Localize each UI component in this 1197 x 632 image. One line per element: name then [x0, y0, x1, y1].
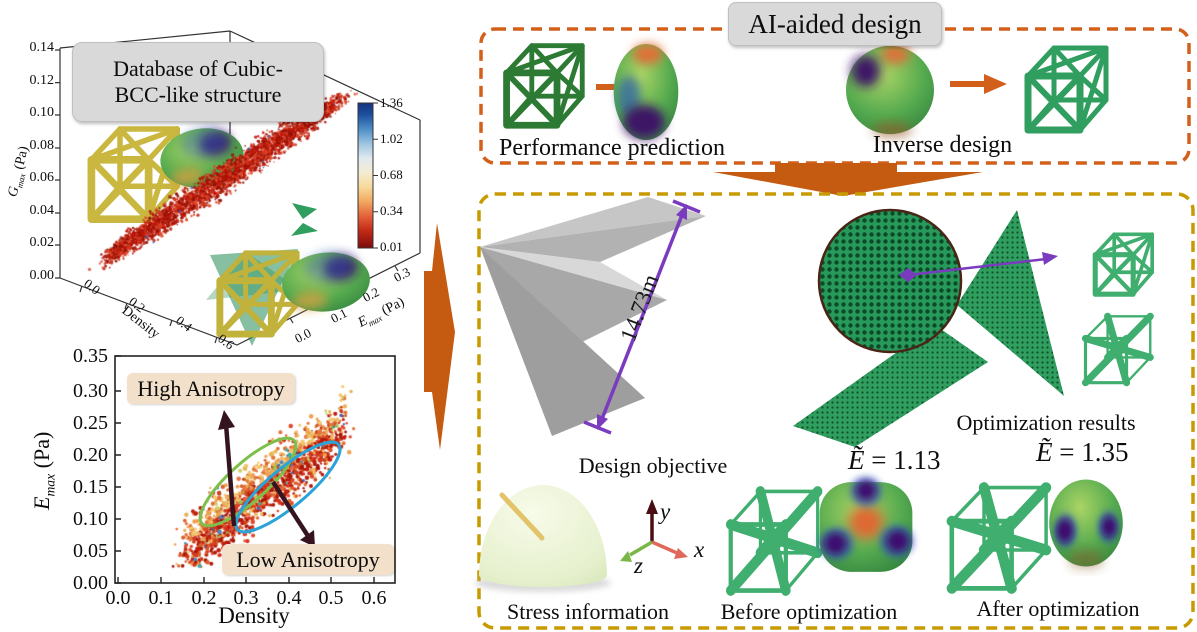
axes-triad-icon: [620, 499, 688, 562]
database-title-line2: BCC-like structure: [114, 82, 282, 107]
optimized-unit-cell-top-icon: [1095, 234, 1152, 294]
optimized-wing-icon: [793, 210, 1064, 447]
flow-down-arrow-icon: [713, 163, 983, 196]
y2-tick: 0.10: [73, 508, 108, 530]
anisotropy-arrows-icon: [218, 410, 315, 547]
x2-tick: 0.0: [105, 587, 131, 609]
colorbar-tick: 0.34: [380, 203, 403, 218]
z-tick: 0.12: [29, 73, 55, 88]
unit-cell-input-icon: [507, 46, 583, 126]
x2-tick: 0.2: [191, 587, 217, 609]
after-optimization-label: After optimization: [976, 596, 1140, 621]
z-axis-triad-label: z: [634, 553, 643, 578]
lattice-zoom-circle-icon: [817, 208, 963, 354]
flow-right-arrow-icon: [424, 223, 455, 450]
optimization-results-label: Optimization results: [956, 410, 1136, 435]
x2-axis-label: Density: [218, 603, 290, 628]
e-before-value: Ẽ = 1.13: [848, 445, 941, 475]
colorbar-tick: 1.36: [380, 95, 403, 110]
z-tick: 0.10: [29, 105, 55, 120]
x2-tick: 0.3: [233, 587, 259, 609]
unit-cell-output-icon: [1028, 48, 1106, 130]
predicted-surface-icon: [614, 44, 679, 140]
z-tick: 0.14: [29, 40, 55, 55]
z-tick: 0.06: [29, 170, 55, 185]
e-after-value: Ẽ = 1.35: [1036, 437, 1129, 467]
y2-tick: 0.30: [73, 380, 108, 402]
y2-tick: 0.05: [73, 540, 108, 562]
inverse-arrow-icon: [950, 74, 1007, 94]
colorbar: [357, 102, 378, 249]
ai-title-box: AI-aided design: [728, 2, 942, 46]
x2-tick: 0.5: [318, 587, 344, 609]
optimized-unit-cell-bottom-icon: [1085, 316, 1150, 382]
design-box-border: [477, 192, 1195, 630]
stress-streak-icon: [499, 492, 545, 541]
colorbar-tick: 0.68: [380, 167, 403, 182]
z-tick: 0.04: [29, 203, 55, 218]
performance-prediction-label: Performance prediction: [499, 135, 725, 161]
y-axis-triad-label: y: [660, 499, 671, 524]
zoom-pointer-arrow-icon: [899, 252, 1058, 282]
plot2d-overlay: [114, 355, 396, 584]
after-optimization-surface-icon: [1049, 479, 1123, 566]
y2-axis-label: Emax (Pa): [29, 431, 58, 511]
y2-tick: 0.00: [73, 572, 108, 594]
y2-tick: 0.15: [73, 476, 108, 498]
design-objective-wing-icon: [480, 197, 706, 436]
colorbar-tick: 1.02: [380, 131, 403, 146]
colorbar-tick: 0.01: [380, 239, 403, 254]
database-title-box: Database of Cubic- BCC-like structure: [72, 42, 324, 122]
z-tick: 0.08: [29, 138, 55, 153]
x2-tick: 0.1: [148, 587, 174, 609]
design-objective-label: Design objective: [578, 453, 728, 478]
target-surface-icon: [846, 45, 934, 137]
low-anisotropy-annotation: Low Anisotropy: [222, 544, 394, 575]
z-tick: 0.00: [29, 268, 55, 283]
before-optimization-label: Before optimization: [720, 599, 898, 624]
y2-tick: 0.35: [73, 345, 108, 367]
low-anisotropy-ellipse: [234, 440, 342, 534]
x2-tick: 0.6: [361, 587, 387, 609]
database-title-line1: Database of Cubic-: [113, 56, 283, 81]
before-optimization-surface-icon: [820, 476, 914, 572]
x-axis-triad-label: x: [694, 537, 705, 562]
stress-information-label: Stress information: [507, 599, 669, 624]
after-optimization-cube-icon: [952, 488, 1046, 589]
y2-tick: 0.25: [73, 412, 108, 434]
y2-tick: 0.20: [73, 444, 108, 466]
z-tick: 0.02: [29, 235, 55, 250]
dimension-arrow-icon: [583, 199, 701, 435]
stress-dome-icon: [475, 485, 611, 592]
ai-box-border: [479, 27, 1191, 165]
high-anisotropy-ellipse: [198, 436, 298, 528]
high-anisotropy-annotation: High Anisotropy: [127, 373, 295, 404]
before-optimization-cube-icon: [731, 491, 818, 590]
x2-tick: 0.4: [276, 587, 302, 609]
inverse-design-label: Inverse design: [872, 132, 1013, 158]
